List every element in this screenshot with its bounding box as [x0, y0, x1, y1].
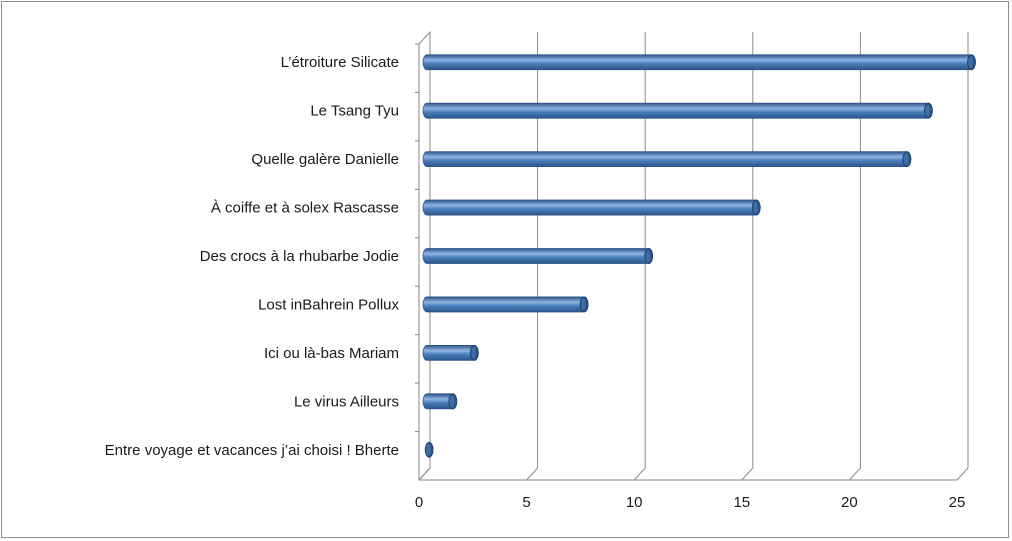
floor-gridline	[633, 467, 646, 481]
floor-gridline	[849, 467, 861, 481]
bar	[422, 296, 589, 313]
x-tick-label: 15	[733, 494, 750, 511]
category-label: Ici ou là-bas Mariam	[264, 345, 399, 362]
floor-gridline	[526, 467, 538, 481]
bar	[422, 248, 654, 264]
category-label: Des crocs à la rhubarbe Jodie	[200, 248, 399, 265]
x-tick-label: 10	[626, 494, 643, 511]
floor-gridline	[956, 467, 969, 481]
floor-gridline	[741, 467, 754, 481]
x-tick-label: 25	[949, 494, 966, 511]
category-label: Lost inBahrein Pollux	[258, 296, 399, 313]
category-label: Entre voyage et vacances j’ai choisi ! B…	[105, 442, 399, 459]
bar	[422, 102, 933, 119]
x-tick-label: 20	[841, 494, 858, 511]
category-label: À coiffe et à solex Rascasse	[211, 200, 399, 217]
category-label: L’étroiture Silicate	[281, 54, 399, 71]
bar	[422, 151, 912, 168]
category-label: Le virus Ailleurs	[294, 393, 399, 410]
bar	[422, 344, 479, 361]
bar	[422, 199, 761, 216]
bar	[422, 393, 458, 410]
x-tick-label: 5	[522, 494, 530, 511]
category-label: Quelle galère Danielle	[251, 151, 399, 168]
category-label: Le Tsang Tyu	[310, 103, 399, 120]
bar	[424, 441, 434, 458]
x-tick-label: 0	[415, 494, 423, 511]
bar	[422, 54, 976, 71]
